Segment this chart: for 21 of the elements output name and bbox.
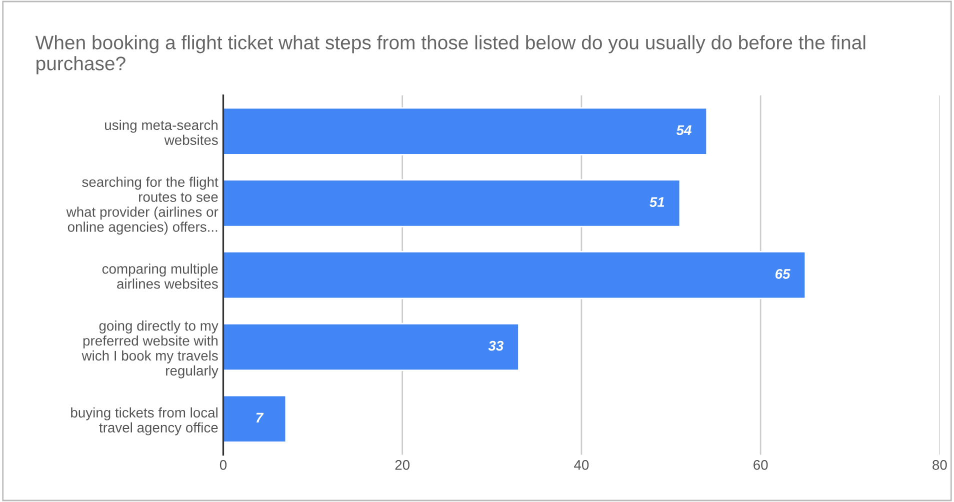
y-tick-label: searching for the flight routes to see what provider (airlines or online agencies) offers...: [66, 176, 218, 235]
bar: [223, 179, 681, 228]
data-label: 51: [650, 197, 664, 207]
data-label: 54: [676, 125, 692, 136]
data-label: 65: [775, 268, 790, 279]
x-tick-label: 80: [932, 460, 947, 470]
y-tick-label: comparing multiple airlines websites: [102, 264, 218, 289]
bar: [223, 251, 806, 300]
bar: [223, 394, 287, 443]
x-tick-label: 0: [220, 460, 227, 470]
y-tick-label: buying tickets from local travel agency office: [71, 407, 218, 436]
bar: [223, 322, 520, 372]
bar: [223, 107, 708, 156]
y-tick-label: going directly to my preferred website with wich I book my travels regularly: [82, 320, 218, 378]
data-label: 7: [256, 412, 264, 422]
data-label: 33: [488, 340, 504, 351]
x-tick-label: 40: [574, 460, 589, 470]
x-tick-label: 60: [754, 460, 768, 470]
chart-title: When booking a flight ticket what steps from those listed below do you usually do before the final purchase?: [35, 35, 866, 74]
x-tick-label: 20: [395, 460, 410, 470]
y-tick-label: using meta-search websites: [105, 120, 218, 145]
